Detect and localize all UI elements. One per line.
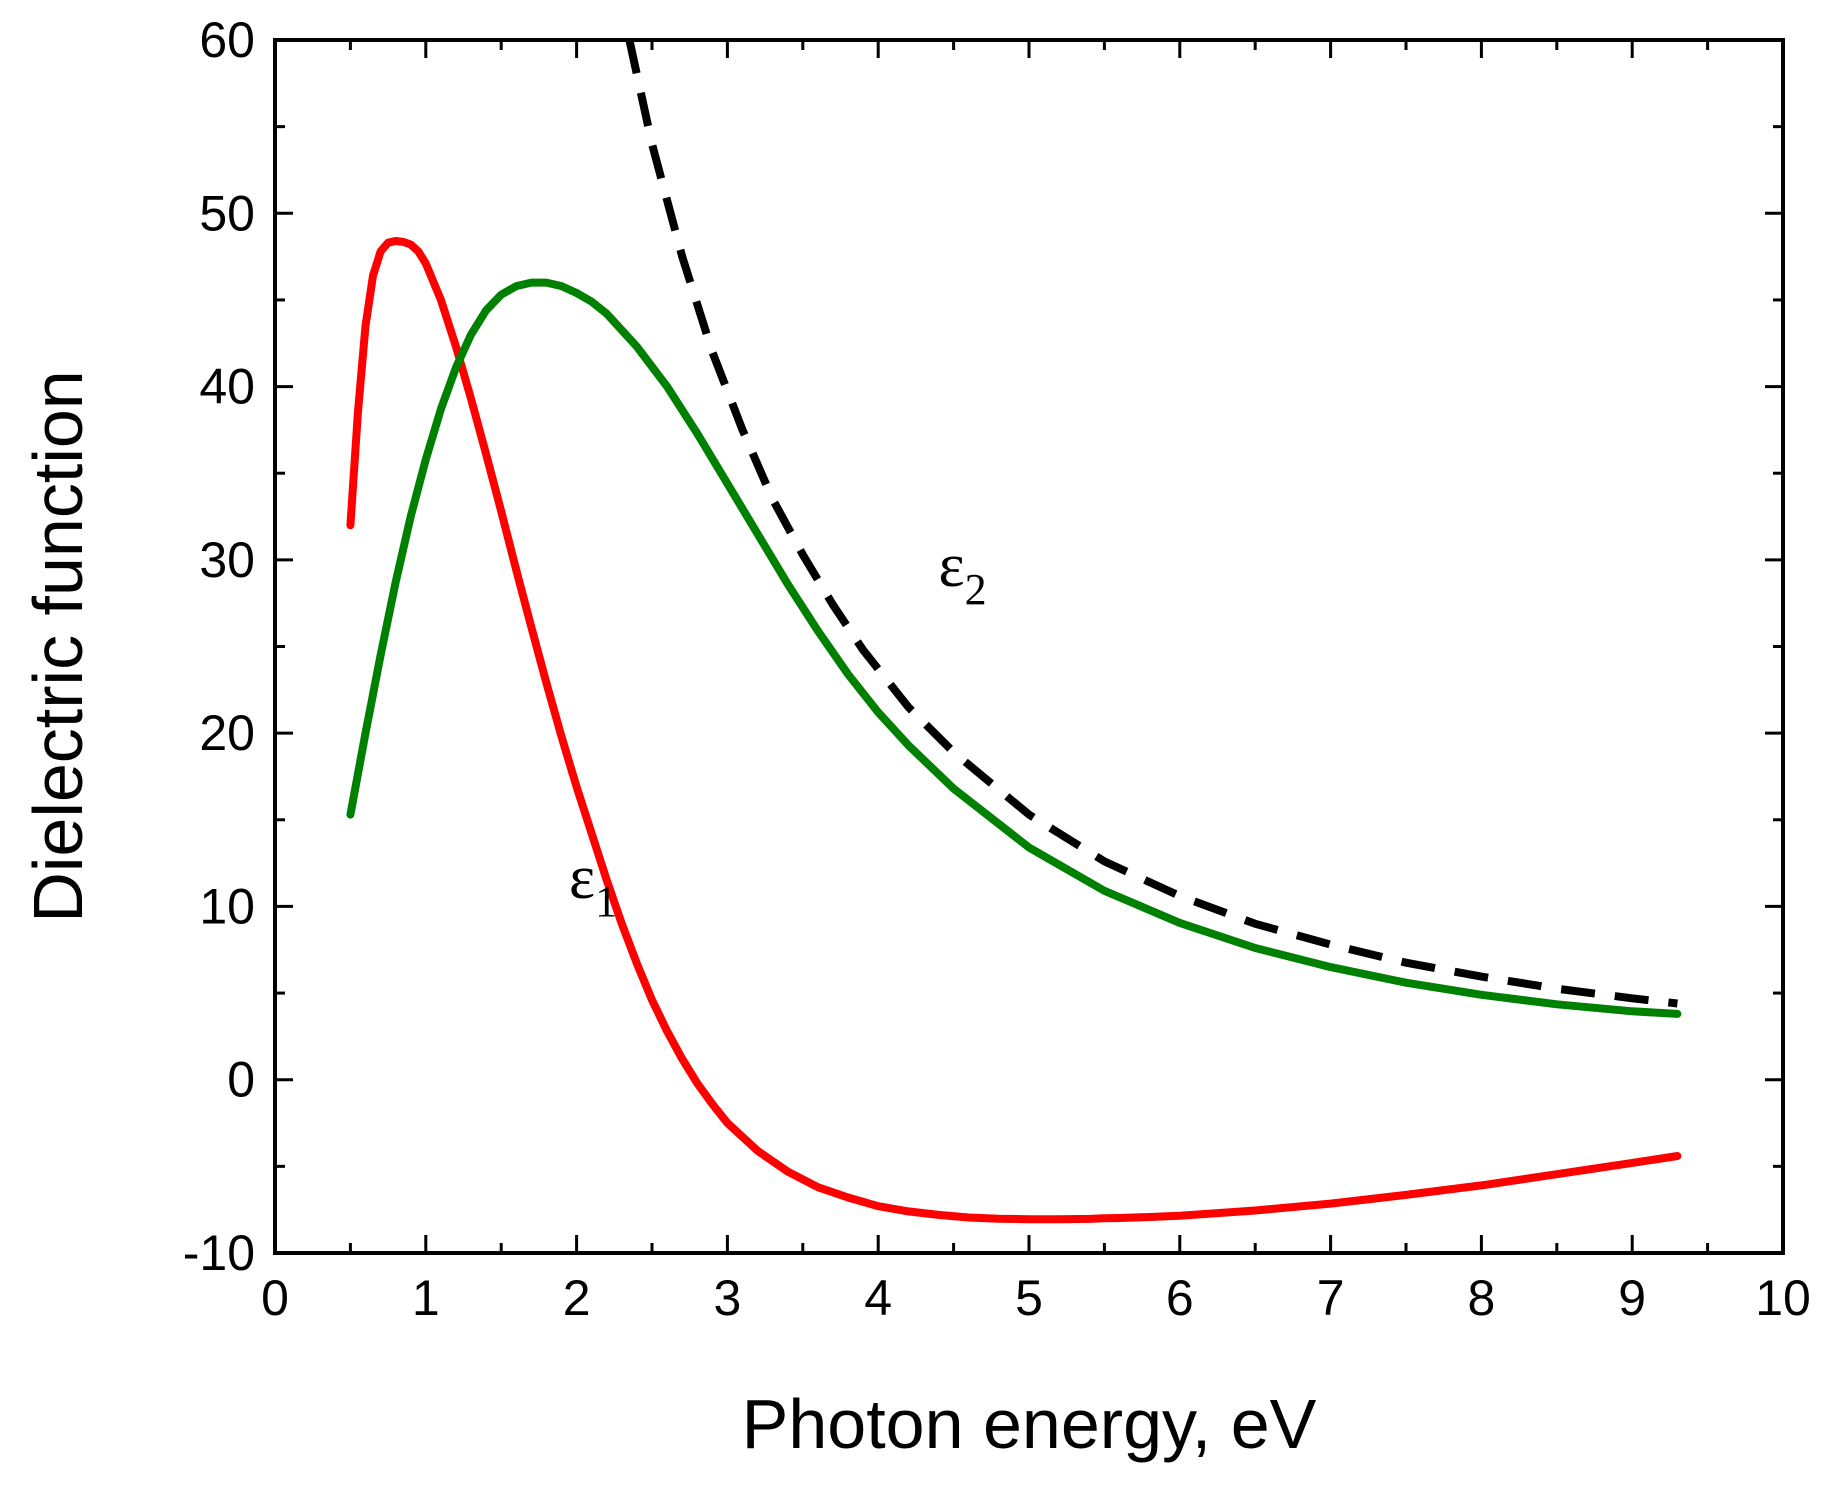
- x-tick-label: 7: [1317, 1270, 1345, 1326]
- annotation-subscript: 1: [595, 877, 617, 926]
- x-axis-title: Photon energy, eV: [742, 1385, 1317, 1463]
- x-tick-label: 2: [563, 1270, 591, 1326]
- annotation-subscript: 2: [965, 565, 987, 614]
- series-layer: [346, 40, 1682, 1224]
- x-tick-label: 5: [1015, 1270, 1043, 1326]
- epsilon2-line: [346, 278, 1682, 1018]
- y-tick-label: 10: [199, 878, 255, 934]
- y-tick-label: -10: [183, 1225, 255, 1281]
- annotation-symbol: ε: [569, 844, 595, 912]
- epsilon1-line: [346, 237, 1682, 1224]
- x-tick-label: 1: [412, 1270, 440, 1326]
- y-tick-label: 20: [199, 705, 255, 761]
- x-tick-label: 0: [261, 1270, 289, 1326]
- y-tick-label: 0: [227, 1052, 255, 1108]
- y-tick-label: 30: [199, 532, 255, 588]
- axes-layer: [273, 38, 1785, 1255]
- x-tick-label: 10: [1755, 1270, 1811, 1326]
- y-tick-label: 40: [199, 359, 255, 415]
- epsilon1-label: ε1: [569, 844, 617, 926]
- y-tick-label: 50: [199, 185, 255, 241]
- y-tick-label: 60: [199, 12, 255, 68]
- epsilon2-label: ε2: [939, 532, 987, 614]
- plot-frame: [273, 38, 1785, 1255]
- y-axis-title: Dielectric function: [19, 370, 97, 922]
- annotation-symbol: ε: [939, 532, 965, 600]
- drude-fit-dashed-line: [625, 40, 1678, 1008]
- x-tick-label: 9: [1618, 1270, 1646, 1326]
- x-tick-label: 4: [864, 1270, 892, 1326]
- x-tick-label: 8: [1467, 1270, 1495, 1326]
- x-tick-label: 6: [1166, 1270, 1194, 1326]
- x-tick-label: 3: [713, 1270, 741, 1326]
